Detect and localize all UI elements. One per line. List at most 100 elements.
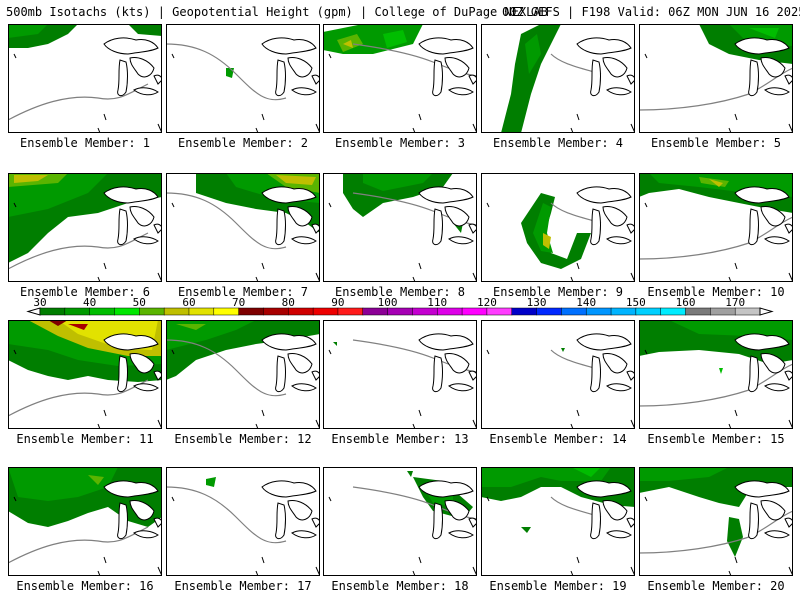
ensemble-member-map (323, 467, 477, 576)
height-contour (8, 83, 149, 121)
lake-outline (468, 74, 477, 85)
colorbar-tick-label: 120 (477, 296, 497, 309)
wind-speed-fill (727, 517, 743, 557)
height-contour (166, 486, 287, 544)
lake-outline (261, 333, 317, 351)
lake-outline (311, 74, 320, 85)
lake-outline (748, 59, 759, 97)
ensemble-member-label: Ensemble Member: 9 (492, 285, 624, 299)
height-contour (166, 339, 287, 397)
lake-outline (764, 383, 790, 392)
colorbar-swatch (163, 307, 190, 316)
ensemble-member-map (639, 320, 793, 429)
lake-outline (602, 500, 628, 521)
ensemble-member-map (166, 467, 320, 576)
lake-outline (103, 333, 159, 351)
ensemble-member-map (639, 24, 793, 133)
ensemble-member-label: Ensemble Member: 8 (334, 285, 466, 299)
ensemble-member-label: Ensemble Member: 15 (647, 432, 785, 446)
lake-outline (103, 186, 159, 204)
lake-outline (418, 333, 474, 351)
run-info: 00Z GEFS | F198 Valid: 06Z MON JUN 16 20… (502, 5, 800, 19)
ensemble-member-map (323, 173, 477, 282)
ensemble-member-panel: Ensemble Member: 3 (323, 24, 477, 150)
lake-outline (311, 517, 320, 528)
wind-speed-fill (333, 342, 337, 346)
lake-outline (764, 236, 790, 245)
wind-speed-fill (543, 233, 551, 249)
lake-outline (432, 502, 443, 540)
lake-outline (291, 530, 317, 539)
ensemble-member-panel: Ensemble Member: 14 (481, 320, 635, 446)
colorbar-swatch (610, 307, 637, 316)
colorbar-tick-label: 140 (576, 296, 596, 309)
lake-outline (748, 208, 759, 246)
ensemble-member-map (481, 173, 635, 282)
lake-outline (748, 355, 759, 393)
lake-outline (311, 223, 320, 234)
ensemble-member-label: Ensemble Member: 1 (19, 136, 151, 150)
ensemble-member-label: Ensemble Member: 7 (177, 285, 309, 299)
ensemble-member-panel: Ensemble Member: 9 (481, 173, 635, 299)
lake-outline (291, 236, 317, 245)
ensemble-member-label: Ensemble Member: 5 (650, 136, 782, 150)
lake-outline (760, 206, 786, 227)
colorbar-swatch (486, 307, 513, 316)
colorbar-swatch (635, 307, 662, 316)
lake-outline (153, 223, 162, 234)
height-contour (8, 379, 149, 417)
colorbar-tick-label: 160 (676, 296, 696, 309)
wind-speed-fill (383, 30, 407, 48)
colorbar-tick-label: 70 (232, 296, 245, 309)
ensemble-member-panel: Ensemble Member: 18 (323, 467, 477, 593)
colorbar-swatch (39, 307, 66, 316)
wind-speed-fill (709, 179, 723, 187)
colorbar-tick-label: 80 (282, 296, 295, 309)
lake-outline (418, 186, 474, 204)
colorbar-swatch (312, 307, 339, 316)
lake-outline (117, 59, 128, 97)
wind-speed-fill (68, 324, 88, 330)
lake-outline (444, 353, 470, 374)
wind-speed-fill (128, 24, 162, 36)
lake-outline (626, 74, 635, 85)
lake-outline (432, 208, 443, 246)
lake-outline (275, 208, 286, 246)
chart-title: 500mb Isotachs (kts) | Geopotential Heig… (6, 5, 548, 19)
wind-speed-fill (14, 175, 48, 183)
ensemble-member-map (8, 467, 162, 576)
colorbar-swatch (585, 307, 612, 316)
wind-speed-fill (571, 467, 601, 477)
ensemble-member-label: Ensemble Member: 16 (16, 579, 154, 593)
lake-outline (602, 206, 628, 227)
ensemble-member-panel: Ensemble Member: 10 (639, 173, 793, 299)
lake-outline (129, 500, 155, 521)
lake-outline (117, 208, 128, 246)
colorbar-swatch (213, 307, 240, 316)
ensemble-member-panel: Ensemble Member: 19 (481, 467, 635, 593)
lake-outline (133, 383, 159, 392)
ensemble-member-panel: Ensemble Member: 16 (8, 467, 162, 593)
lake-outline (444, 206, 470, 227)
lake-outline (760, 57, 786, 78)
lake-outline (734, 480, 790, 498)
lake-outline (291, 383, 317, 392)
colorbar-tick-label: 110 (427, 296, 447, 309)
lake-outline (606, 236, 632, 245)
colorbar-swatch (362, 307, 389, 316)
colorbar-tick-label: 130 (527, 296, 547, 309)
colorbar-swatch (461, 307, 488, 316)
ensemble-member-panel: Ensemble Member: 4 (481, 24, 635, 150)
colorbar-swatch (114, 307, 140, 316)
lake-outline (606, 87, 632, 96)
colorbar-swatch (139, 307, 165, 316)
lake-outline (448, 530, 474, 539)
colorbar-tick-label: 100 (378, 296, 398, 309)
lake-outline (448, 236, 474, 245)
lake-outline (153, 517, 162, 528)
ensemble-member-panel: Ensemble Member: 11 (8, 320, 162, 446)
ensemble-member-map (8, 320, 162, 429)
lake-outline (444, 500, 470, 521)
lake-outline (275, 355, 286, 393)
ensemble-member-panel: Ensemble Member: 8 (323, 173, 477, 299)
